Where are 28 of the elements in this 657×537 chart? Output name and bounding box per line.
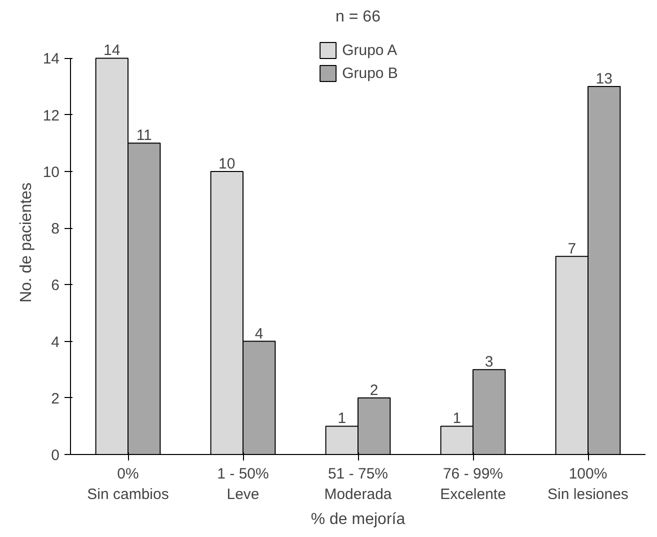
x-tick-label: 1 - 50% Leve	[217, 466, 269, 503]
y-tick-label: 0	[51, 447, 60, 464]
data-label: 14	[104, 42, 120, 60]
data-label: 7	[568, 240, 576, 258]
data-label: 4	[254, 325, 264, 342]
data-label: 1	[452, 410, 462, 428]
x-tick-label: 100% Sin lesiones	[548, 466, 628, 503]
y-tick-label: 2	[51, 390, 60, 408]
legend-label: Grupo A	[342, 42, 398, 58]
y-axis-title: No. de pacientes	[18, 182, 35, 303]
data-label: 10	[218, 155, 236, 172]
x-tick-label: 51 - 75% Moderada	[324, 466, 392, 503]
data-label: 3	[484, 354, 494, 371]
y-tick-label: 4	[51, 334, 60, 351]
data-label: 11	[136, 127, 152, 144]
y-tick-label: 6	[51, 277, 60, 294]
y-tick-label: 8	[51, 220, 60, 238]
data-label: 1	[338, 410, 346, 428]
y-tick-label: 10	[42, 164, 60, 181]
x-tick-label: 0% Sin cambios	[87, 466, 169, 503]
chart-title: n = 66	[336, 8, 381, 26]
data-label: 13	[596, 70, 612, 88]
data-label: 2	[370, 382, 378, 399]
x-axis-title: % de mejoría	[310, 510, 406, 528]
y-tick-label: 14	[42, 50, 60, 68]
legend-label: Grupo B	[342, 64, 398, 82]
x-tick-label: 76 - 99% Excelente	[440, 466, 506, 503]
y-tick-label: 12	[42, 107, 60, 124]
